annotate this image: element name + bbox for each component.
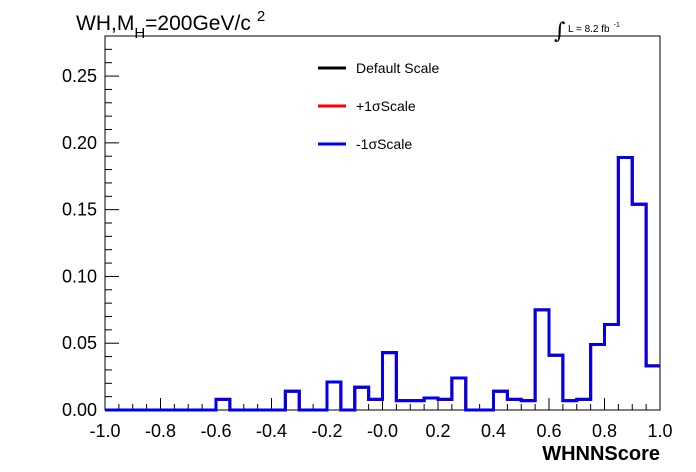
chart-title: WH,MH=200GeV/c 2 — [76, 8, 265, 42]
legend-label: Default Scale — [356, 60, 439, 76]
legend-label: +1σScale — [356, 98, 416, 114]
title-superscript: 2 — [257, 8, 265, 25]
x-tick-label: -1.0 — [89, 421, 120, 441]
y-tick-label: 0.10 — [62, 266, 97, 286]
title-suffix: =200GeV/c — [145, 12, 251, 35]
title-subscript: H — [134, 25, 145, 42]
y-tick-label: 0.20 — [62, 133, 97, 153]
y-tick-label: 0.00 — [62, 400, 97, 420]
x-tick-label: -0.6 — [200, 421, 231, 441]
series-layer — [105, 156, 660, 412]
luminosity-superscript: -1 — [614, 22, 620, 29]
x-tick-label: 0.4 — [481, 421, 506, 441]
luminosity-text: L = 8.2 fb — [568, 24, 610, 35]
x-axis-ticks: -1.0 -0.8 -0.6 -0.4 -0.2 -0.0 0.2 0.4 0.6 0.8 1.0 — [89, 398, 673, 441]
x-tick-label: -0.8 — [145, 421, 176, 441]
legend-label: -1σScale — [356, 136, 412, 152]
x-tick-label: -0.0 — [367, 421, 398, 441]
x-tick-label: 1.0 — [647, 421, 672, 441]
series-line-2 — [105, 156, 660, 412]
x-tick-label: -0.4 — [256, 421, 287, 441]
title-prefix: WH,M — [76, 12, 134, 35]
integral-icon: ∫ — [554, 19, 566, 44]
x-tick-label: -0.2 — [311, 421, 342, 441]
y-tick-label: 0.05 — [62, 333, 97, 353]
y-axis-ticks: 0.00 0.05 0.10 0.15 0.20 0.25 — [62, 48, 119, 420]
luminosity-label: ∫ L = 8.2 fb -1 — [554, 19, 620, 44]
x-tick-label: 0.8 — [592, 421, 617, 441]
y-tick-label: 0.25 — [62, 66, 97, 86]
x-tick-label: 0.2 — [425, 421, 450, 441]
y-tick-label: 0.15 — [62, 200, 97, 220]
x-axis-label: WHNNScore — [542, 443, 660, 465]
svg-text:L = 8.2 fb-1: L = 8.2 fb -1 — [568, 22, 620, 35]
legend: Default Scale +1σScale -1σScale — [318, 60, 439, 152]
x-tick-label: 0.6 — [536, 421, 561, 441]
